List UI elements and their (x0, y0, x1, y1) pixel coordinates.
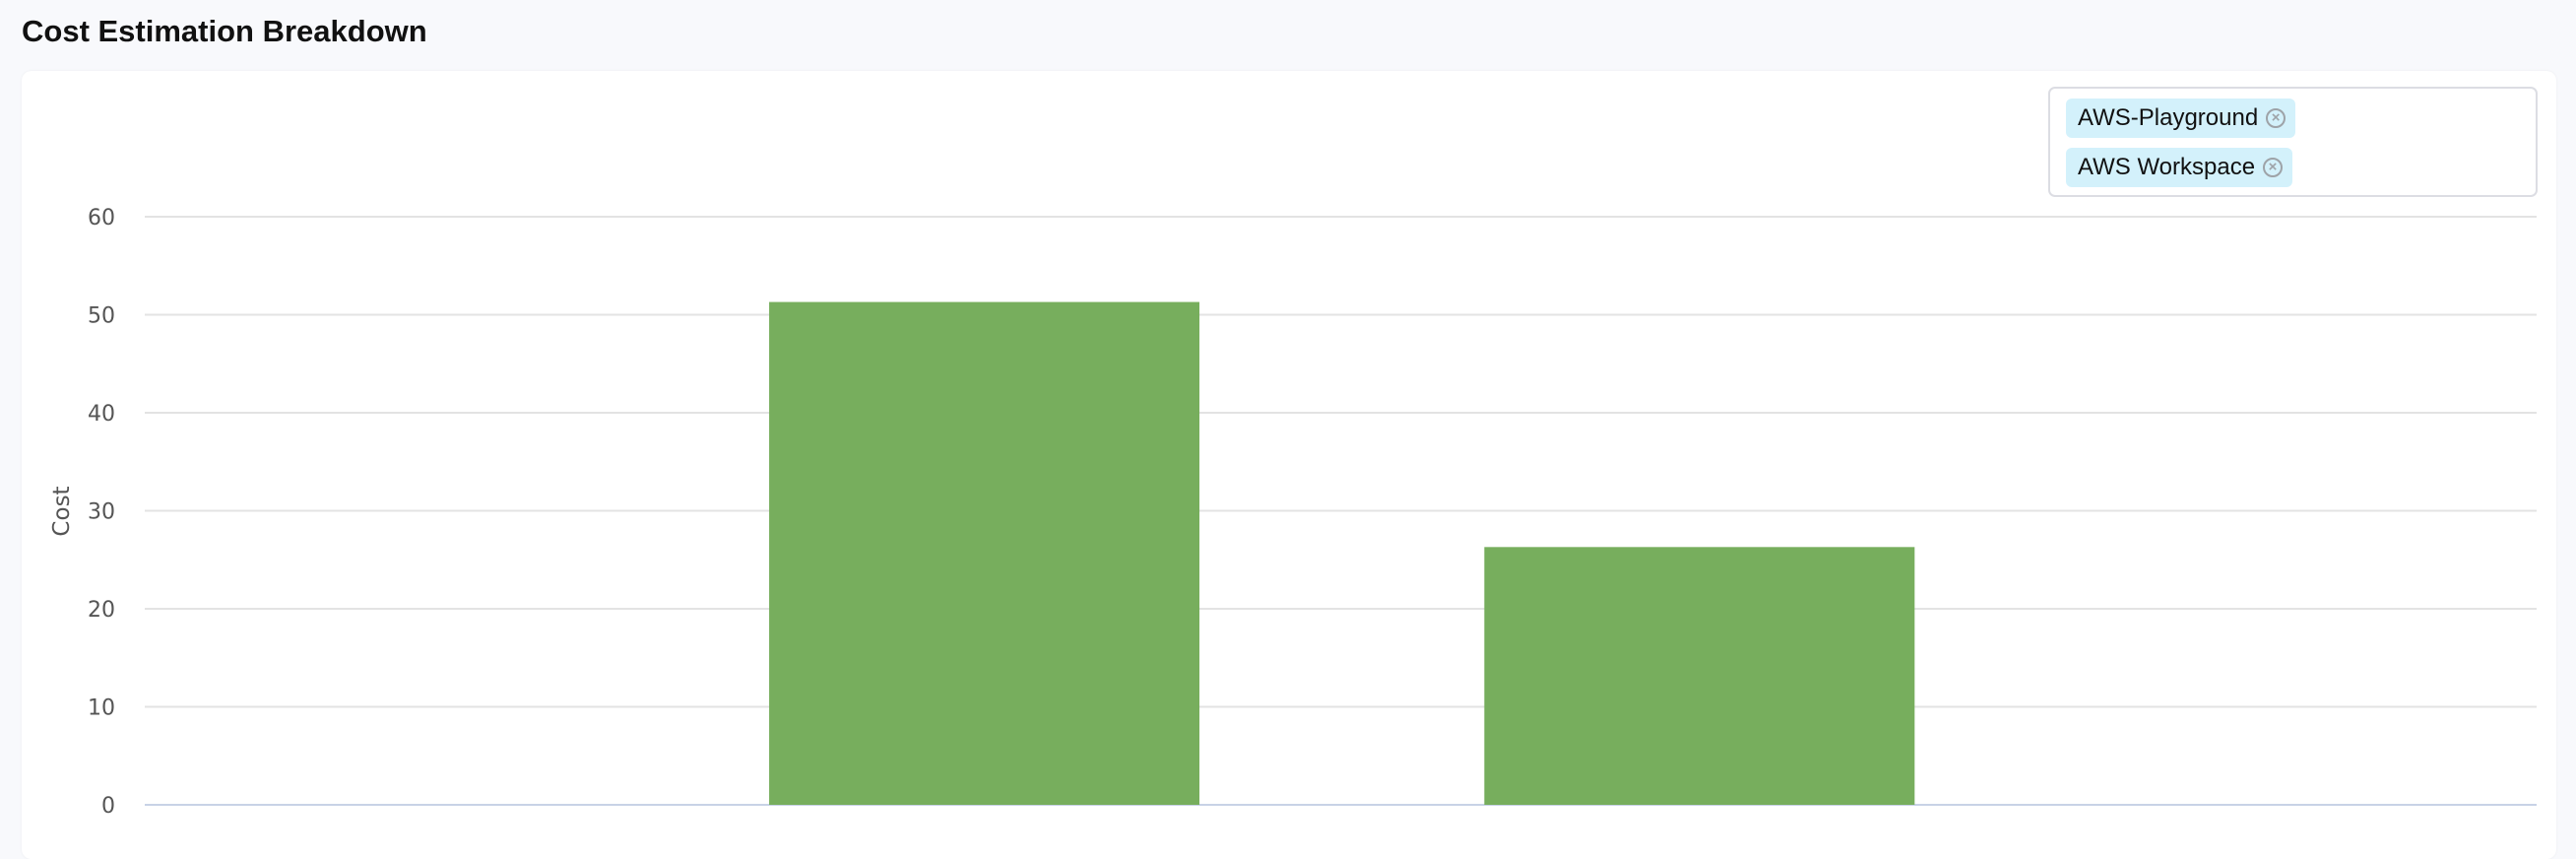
y-tick-label: 10 (88, 696, 115, 721)
y-axis-label: Cost (49, 486, 75, 536)
y-tick-label: 60 (88, 206, 115, 231)
bar (1484, 547, 1915, 805)
filter-chip: AWS Workspace × (2066, 148, 2293, 187)
chip-label: AWS-Playground (2078, 104, 2259, 131)
account-filter[interactable]: AWS-Playground × AWS Workspace × (2048, 87, 2538, 197)
y-tick-label: 30 (88, 500, 115, 525)
chart-card (22, 71, 2556, 859)
remove-circle-icon[interactable]: × (2266, 108, 2286, 128)
bar (769, 301, 1200, 805)
y-tick-label: 40 (88, 402, 115, 427)
y-tick-label: 20 (88, 598, 115, 623)
remove-circle-icon[interactable]: × (2263, 158, 2284, 177)
bar-chart: 0 10 20 30 40 50 60 Cost (49, 206, 2537, 819)
y-tick-label: 50 (88, 304, 115, 329)
chip-label: AWS Workspace (2078, 154, 2256, 180)
page-title: Cost Estimation Breakdown (22, 14, 427, 48)
y-tick-label: 0 (101, 794, 115, 819)
filter-chip: AWS-Playground × (2066, 99, 2296, 138)
